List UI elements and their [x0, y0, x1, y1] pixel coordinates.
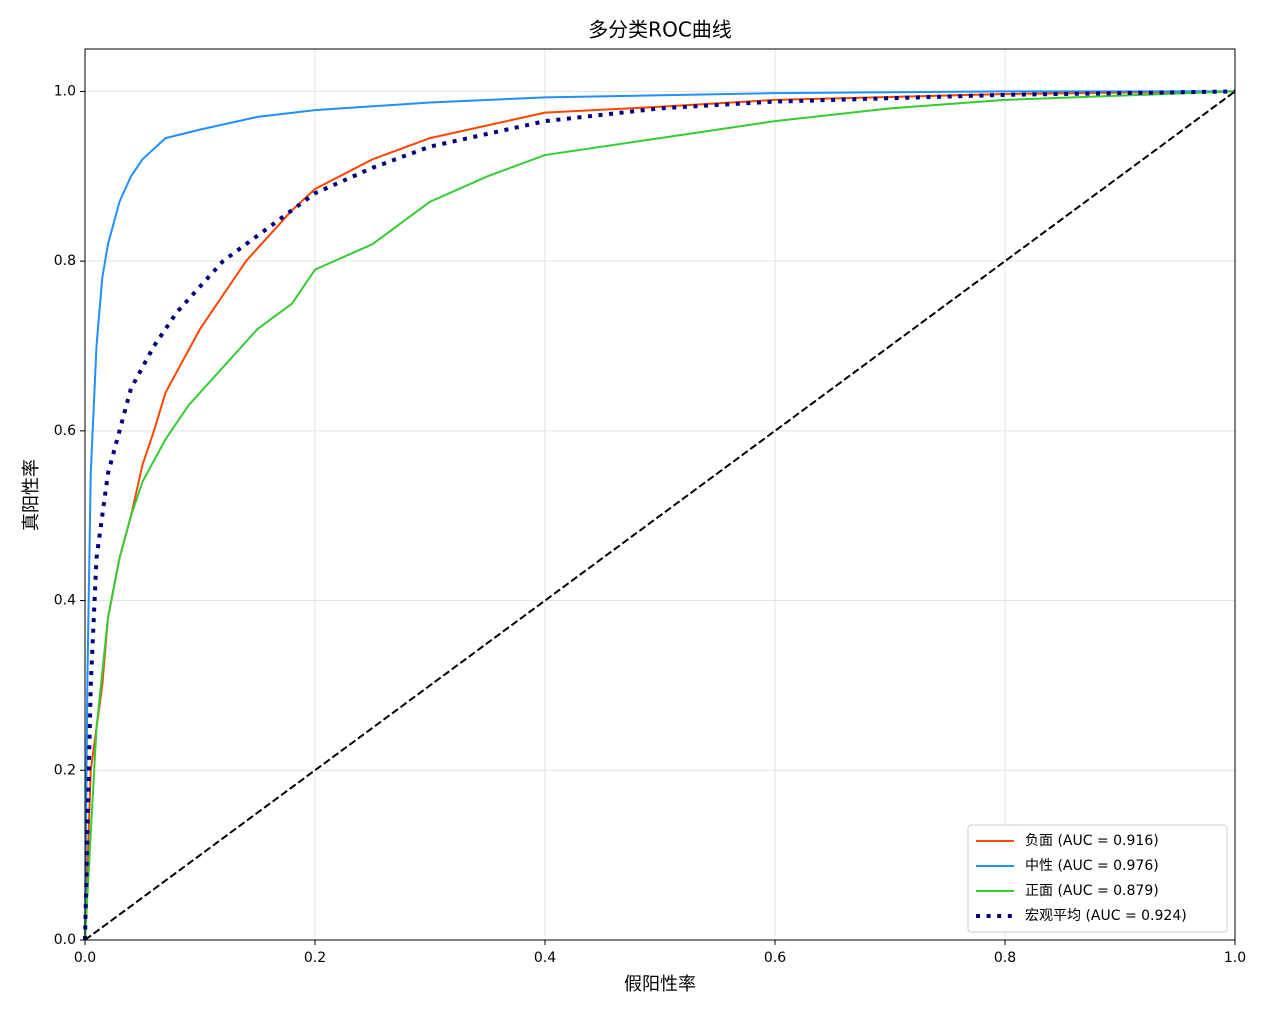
roc-curve — [84, 90, 1235, 941]
y-tick-label: 0.8 — [54, 253, 76, 269]
chart-title: 多分类ROC曲线 — [588, 18, 732, 42]
y-axis-label: 真阳性率 — [21, 459, 42, 531]
x-tick-label: 0.2 — [304, 950, 326, 966]
y-tick-label: 1.0 — [54, 83, 76, 99]
x-tick-label: 0.6 — [764, 950, 786, 966]
legend-box — [967, 824, 1228, 933]
x-tick-label: 1.0 — [1224, 950, 1246, 966]
y-tick-label: 0.4 — [54, 593, 76, 609]
roc-curve — [84, 90, 1236, 941]
legend-label: 宏观平均 (AUC = 0.924) — [1025, 908, 1187, 924]
y-tick-label: 0.0 — [54, 932, 76, 948]
y-tick-label: 0.6 — [54, 423, 76, 439]
legend-label: 中性 (AUC = 0.976) — [1025, 858, 1159, 874]
roc-curve — [83, 89, 1236, 941]
legend: 负面 (AUC = 0.916) 中性 (AUC = 0.976) 正面 (AUC … — [967, 824, 1228, 933]
x-tick-label: 0.8 — [994, 950, 1016, 966]
legend-label: 负面 (AUC = 0.916) — [1025, 833, 1159, 849]
reference-line — [84, 90, 1236, 941]
x-axis-label: 假阳性率 — [624, 974, 696, 995]
y-tick-label: 0.2 — [54, 762, 76, 778]
x-tick-label: 0.0 — [74, 950, 96, 966]
x-tick-label: 0.4 — [534, 950, 556, 966]
plot-frame — [84, 48, 1236, 941]
legend-label: 正面 (AUC = 0.879) — [1025, 883, 1159, 899]
